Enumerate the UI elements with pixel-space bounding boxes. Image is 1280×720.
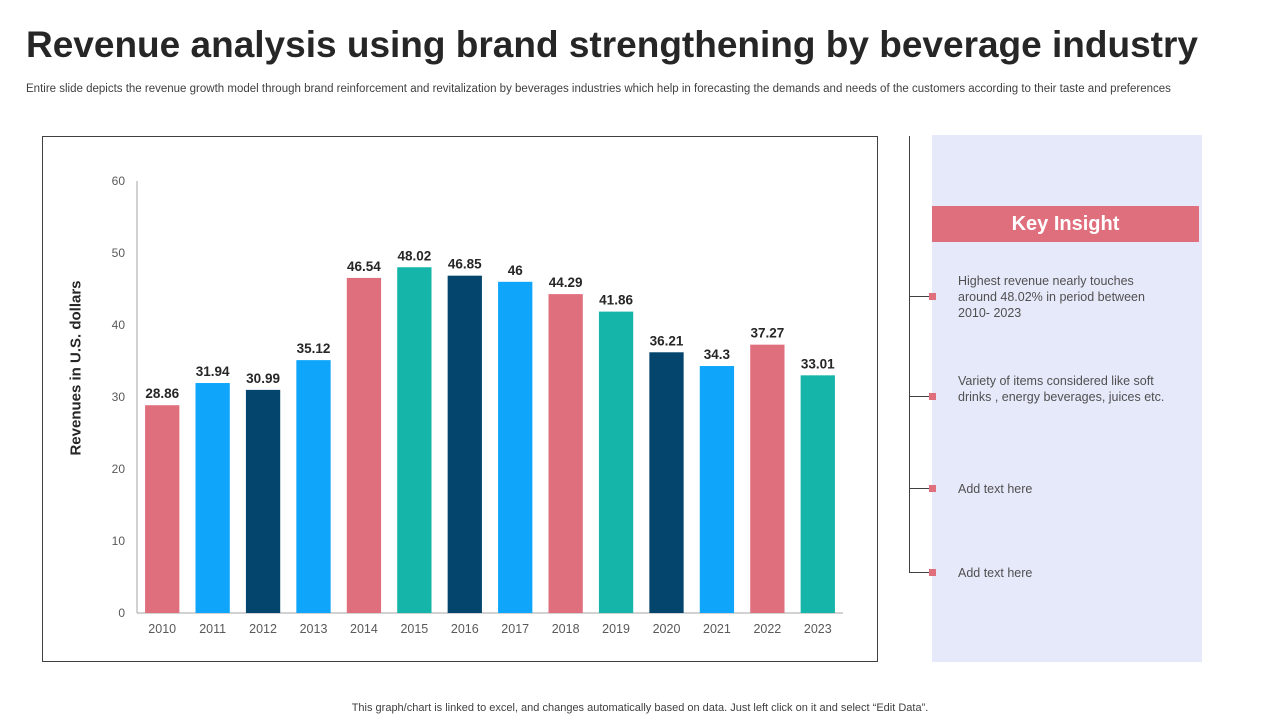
insight-item: Highest revenue nearly touches around 48… (958, 274, 1145, 320)
connector-branch (909, 572, 933, 573)
bar-2021 (699, 366, 735, 613)
x-tick-label: 2017 (501, 622, 529, 636)
data-label: 46.54 (347, 259, 381, 274)
x-tick-label: 2015 (400, 622, 428, 636)
bar-2022 (750, 344, 785, 613)
data-label: 34.3 (704, 347, 731, 362)
x-tick-label: 2023 (804, 622, 832, 636)
connector-branch (909, 296, 933, 297)
x-tick-label: 2021 (703, 622, 731, 636)
data-label: 48.02 (397, 248, 431, 263)
bullet-icon (929, 485, 936, 492)
bullet-icon (929, 293, 936, 300)
insight-item: Variety of items considered like soft dr… (958, 374, 1165, 404)
bar-2013 (296, 360, 331, 613)
data-label: 44.29 (549, 275, 583, 290)
x-tick-label: 2018 (552, 622, 580, 636)
x-tick-label: 2010 (148, 622, 176, 636)
insight-item: Add text here (958, 566, 1033, 580)
y-tick-label: 30 (112, 390, 126, 404)
bullet-icon (929, 393, 936, 400)
data-label: 46.85 (448, 257, 482, 272)
bar-2010 (145, 405, 180, 613)
bar-2023 (800, 375, 835, 613)
bar-2014 (346, 277, 382, 613)
connector-line (909, 136, 910, 572)
x-tick-label: 2014 (350, 622, 378, 636)
bar-2016 (447, 275, 482, 613)
bar-2019 (598, 311, 634, 613)
insight-item: Add text here (958, 482, 1033, 496)
bar-2015 (397, 267, 432, 613)
insight-panel-header: Key Insight (932, 206, 1199, 242)
y-tick-label: 10 (112, 534, 126, 548)
data-label: 30.99 (246, 371, 280, 386)
bar-2018 (548, 294, 583, 613)
x-tick-label: 2019 (602, 622, 630, 636)
x-tick-label: 2016 (451, 622, 479, 636)
y-tick-label: 0 (118, 606, 125, 620)
bar-chart: 0 10 20 30 40 50 60 28.86 2010 31.94 2011 30.99 2012… (112, 174, 843, 636)
data-label: 37.27 (750, 326, 784, 341)
chart-frame: 0 10 20 30 40 50 60 28.86 2010 31.94 2011 30.99 2012… (42, 136, 878, 662)
data-label: 36.21 (650, 333, 684, 348)
data-label: 33.01 (801, 356, 835, 371)
x-tick-label: 2013 (300, 622, 328, 636)
data-label: 41.86 (599, 293, 633, 308)
page-subtitle: Entire slide depicts the revenue growth … (26, 83, 1171, 95)
footer-note: This graph/chart is linked to excel, and… (351, 702, 929, 714)
data-label: 46 (508, 263, 524, 278)
page-title: Revenue analysis using brand strengtheni… (26, 24, 1198, 65)
x-tick-label: 2020 (653, 622, 681, 636)
bar-2017 (498, 281, 533, 613)
connector-branch (909, 488, 933, 489)
bullet-icon (929, 569, 936, 576)
x-tick-label: 2011 (199, 622, 226, 636)
y-tick-label: 40 (112, 318, 126, 332)
y-tick-label: 50 (112, 246, 126, 260)
data-label: 31.94 (196, 364, 230, 379)
bar-2020 (649, 352, 684, 613)
y-axis-label: Revenues in U.S. dollars (67, 280, 85, 456)
data-label: 28.86 (145, 386, 179, 401)
y-tick-label: 20 (112, 462, 126, 476)
x-tick-label: 2012 (249, 622, 277, 636)
y-tick-label: 60 (112, 174, 126, 188)
data-label: 35.12 (297, 341, 331, 356)
connector-branch (909, 396, 933, 397)
bar-2011 (195, 383, 230, 613)
bar-2012 (245, 389, 281, 613)
x-tick-label: 2022 (753, 622, 781, 636)
